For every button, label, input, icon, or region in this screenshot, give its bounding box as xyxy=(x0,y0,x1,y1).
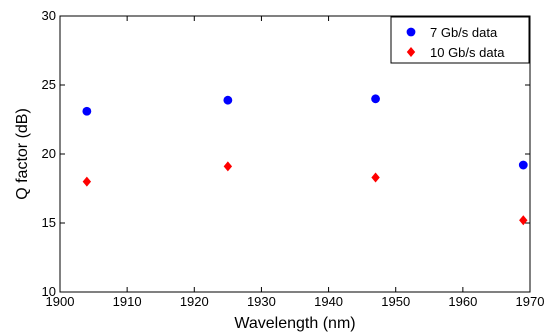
data-point-series-0 xyxy=(82,106,92,116)
data-point-series-1 xyxy=(519,215,528,226)
legend: 7 Gb/s data 10 Gb/s data xyxy=(390,16,530,64)
x-tick-label: 1920 xyxy=(180,294,209,309)
data-point-series-1 xyxy=(223,161,233,172)
x-tick-label: 1900 xyxy=(46,294,75,309)
y-tick-label: 20 xyxy=(42,146,56,161)
y-axis-label: Q factor (dB) xyxy=(14,108,31,200)
data-point-series-0 xyxy=(518,160,528,170)
data-points xyxy=(82,94,528,226)
data-point-series-0 xyxy=(371,94,380,104)
data-point-series-1 xyxy=(371,172,380,183)
x-tick-label: 1960 xyxy=(448,294,477,309)
x-tick-label: 1930 xyxy=(247,294,276,309)
x-tick-label: 1950 xyxy=(381,294,410,309)
y-tick-label: 10 xyxy=(42,284,56,299)
y-tick-label: 15 xyxy=(42,215,56,230)
x-tick-label: 1940 xyxy=(314,294,343,309)
y-tick-label: 30 xyxy=(42,8,56,23)
legend-marker-10gbs xyxy=(406,47,416,57)
legend-label-10gbs: 10 Gb/s data xyxy=(430,45,505,60)
x-axis-ticks: 1900 1910 1920 1930 1940 1950 1960 1970 xyxy=(46,16,545,309)
y-axis-ticks: 10 15 20 25 30 xyxy=(42,8,530,299)
x-tick-label: 1970 xyxy=(516,294,545,309)
data-point-series-1 xyxy=(82,176,92,187)
x-tick-label: 1910 xyxy=(113,294,142,309)
y-tick-label: 25 xyxy=(42,77,56,92)
data-point-series-0 xyxy=(223,95,233,105)
legend-label-7gbs: 7 Gb/s data xyxy=(430,25,498,40)
x-axis-label: Wavelength (nm) xyxy=(234,315,355,332)
legend-marker-7gbs xyxy=(406,27,416,37)
legend-box xyxy=(390,16,530,64)
